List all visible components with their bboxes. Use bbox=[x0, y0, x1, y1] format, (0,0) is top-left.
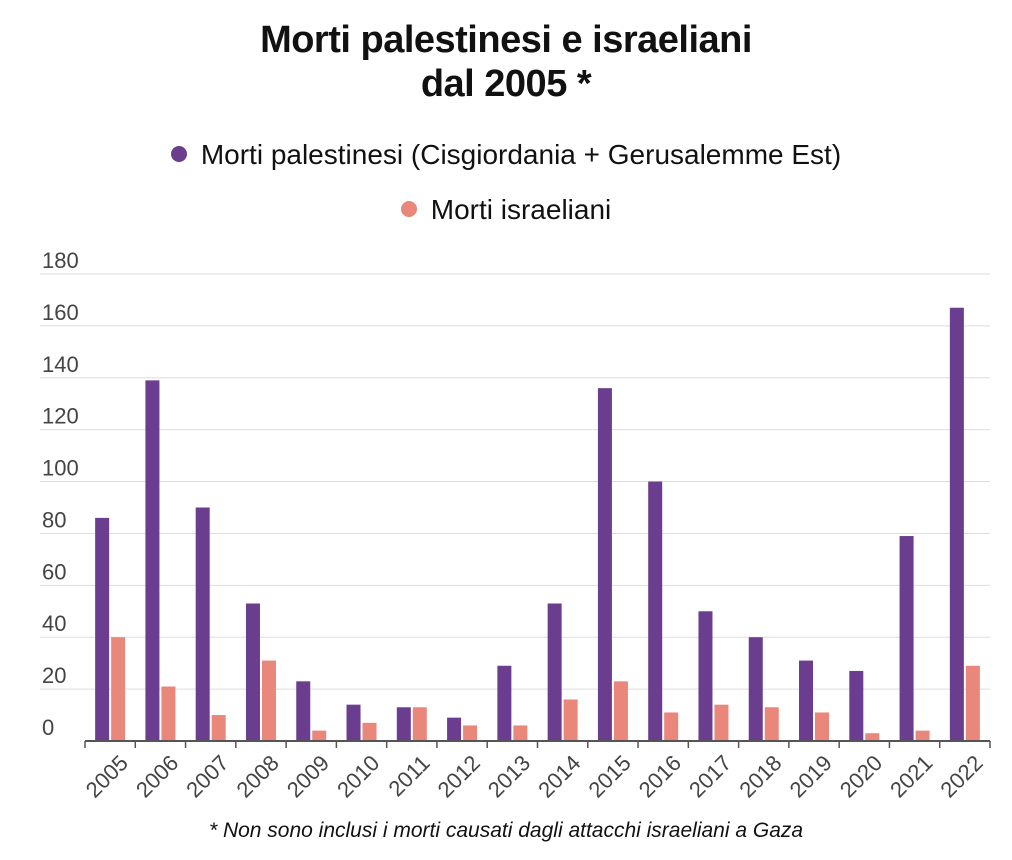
bar-israeli-deaths bbox=[211, 715, 226, 741]
x-tick-label: 2014 bbox=[533, 750, 585, 802]
legend-item-palestinian-deaths: Morti palestinesi (Cisgiordania + Gerusa… bbox=[0, 138, 1012, 172]
bar-israeli-deaths bbox=[362, 722, 377, 741]
x-tick-label: 2009 bbox=[282, 750, 334, 802]
bar-palestinian-deaths bbox=[698, 611, 713, 741]
y-tick-label: 140 bbox=[42, 352, 79, 377]
x-tick-label: 2017 bbox=[684, 750, 736, 802]
bar-israeli-deaths bbox=[613, 681, 628, 741]
bar-palestinian-deaths bbox=[296, 681, 311, 741]
x-tick-label: 2016 bbox=[634, 750, 686, 802]
y-tick-label: 100 bbox=[42, 456, 79, 481]
x-tick-label: 2010 bbox=[332, 750, 384, 802]
y-tick-label: 120 bbox=[42, 404, 79, 429]
bar-israeli-deaths bbox=[111, 637, 126, 741]
bar-palestinian-deaths bbox=[195, 507, 210, 741]
legend-marker-palestinian-deaths bbox=[170, 146, 187, 162]
bar-palestinian-deaths bbox=[849, 670, 864, 741]
bar-israeli-deaths bbox=[764, 707, 779, 741]
bar-palestinian-deaths bbox=[245, 603, 260, 741]
bar-palestinian-deaths bbox=[447, 717, 462, 741]
x-tick-label: 2008 bbox=[232, 750, 284, 802]
bar-palestinian-deaths bbox=[899, 536, 914, 741]
x-tick-label: 2006 bbox=[131, 750, 183, 802]
legend-marker-israeli-deaths bbox=[400, 201, 417, 217]
y-tick-label: 160 bbox=[42, 300, 79, 325]
bar-palestinian-deaths bbox=[396, 707, 411, 741]
bar-israeli-deaths bbox=[965, 665, 980, 741]
bar-palestinian-deaths bbox=[949, 307, 964, 741]
bar-palestinian-deaths bbox=[748, 637, 763, 741]
y-tick-label: 0 bbox=[42, 715, 54, 740]
x-tick-label: 2018 bbox=[734, 750, 786, 802]
legend-item-israeli-deaths: Morti israeliani bbox=[0, 193, 1012, 227]
bar-palestinian-deaths bbox=[497, 665, 512, 741]
x-tick-label: 2015 bbox=[583, 750, 635, 802]
y-tick-label: 60 bbox=[42, 559, 66, 584]
bar-israeli-deaths bbox=[915, 730, 930, 741]
y-tick-label: 20 bbox=[42, 663, 66, 688]
x-tick-label: 2011 bbox=[384, 750, 435, 801]
x-tick-label: 2020 bbox=[835, 750, 887, 802]
bar-palestinian-deaths bbox=[597, 388, 612, 741]
x-tick-label: 2021 bbox=[885, 750, 937, 802]
x-tick-label: 2019 bbox=[785, 750, 837, 802]
y-tick-label: 80 bbox=[42, 507, 66, 532]
x-tick-label: 2005 bbox=[81, 750, 133, 802]
bar-israeli-deaths bbox=[412, 707, 427, 741]
bar-israeli-deaths bbox=[865, 733, 880, 741]
footnote: * Non sono inclusi i morti causati dagli… bbox=[208, 819, 804, 842]
chart-title-line-2: dal 2005 * bbox=[420, 63, 592, 105]
bar-palestinian-deaths bbox=[547, 603, 562, 741]
bar-palestinian-deaths bbox=[95, 517, 110, 741]
chart-title: Morti palestinesi e israeliani dal 2005 … bbox=[0, 18, 1012, 106]
bar-israeli-deaths bbox=[261, 660, 276, 741]
x-tick-label: 2012 bbox=[433, 750, 485, 802]
y-tick-label: 180 bbox=[42, 248, 79, 273]
y-tick-label: 40 bbox=[42, 611, 66, 636]
legend-label-israeli-deaths: Morti israeliani bbox=[430, 194, 612, 225]
bar-israeli-deaths bbox=[513, 725, 528, 741]
bar-palestinian-deaths bbox=[145, 380, 160, 741]
bar-palestinian-deaths bbox=[648, 481, 663, 741]
bar-israeli-deaths bbox=[563, 699, 578, 741]
bar-palestinian-deaths bbox=[346, 704, 361, 741]
legend-label-palestinian-deaths: Morti palestinesi (Cisgiordania + Gerusa… bbox=[200, 139, 842, 170]
bar-israeli-deaths bbox=[664, 712, 679, 741]
bar-israeli-deaths bbox=[714, 704, 729, 741]
bar-israeli-deaths bbox=[312, 730, 327, 741]
bar-israeli-deaths bbox=[815, 712, 830, 741]
chart-title-line-1: Morti palestinesi e israeliani bbox=[260, 19, 752, 61]
x-tick-label: 2007 bbox=[181, 750, 233, 802]
bar-israeli-deaths bbox=[463, 725, 478, 741]
x-tick-label: 2013 bbox=[483, 750, 535, 802]
bar-israeli-deaths bbox=[161, 686, 176, 741]
bar-palestinian-deaths bbox=[799, 660, 814, 741]
x-tick-label: 2022 bbox=[935, 750, 987, 802]
